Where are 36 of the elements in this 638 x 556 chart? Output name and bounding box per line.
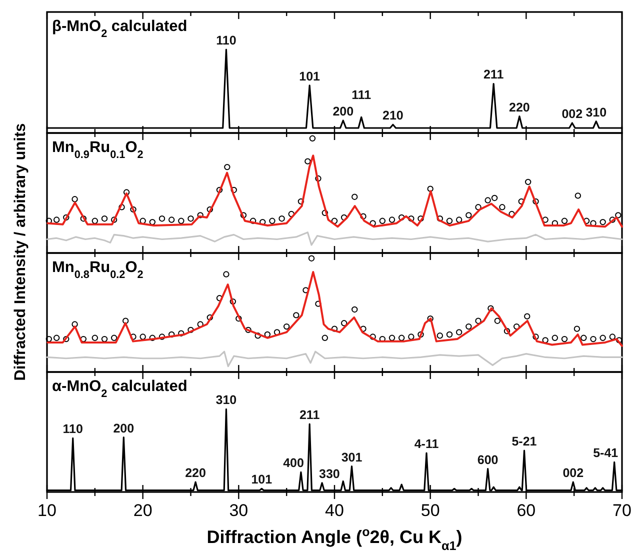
x-axis-title: Diffraction Angle ($^{o}$2θ, Cu K$_{α1}$): [206, 525, 462, 553]
annotation: 5-21: [512, 434, 537, 449]
annotation: 200: [113, 421, 134, 436]
annotation: 111: [352, 88, 372, 102]
x-tick-label: 10: [38, 501, 56, 520]
chart-title: Mn$_{0.8}$Ru$_{0.2}$O$_{2}$: [52, 259, 144, 281]
annotation: 220: [185, 466, 206, 480]
annotation: 301: [341, 450, 362, 464]
annotation: 330: [319, 466, 340, 481]
annotation: 101: [299, 69, 320, 84]
y-axis-title: Diffracted Intensity / arbitrary units: [12, 123, 29, 381]
x-tick-label: 30: [229, 501, 248, 520]
annotation: 211: [299, 408, 320, 422]
annotation: 110: [216, 34, 236, 48]
annotation: 211: [483, 68, 504, 82]
annotation: 310: [586, 105, 607, 120]
annotation: 210: [382, 108, 404, 123]
annotation: 220: [509, 100, 530, 114]
chart-title: α-MnO$_{2}$ calculated: [52, 378, 188, 400]
x-tick-label: 20: [133, 501, 152, 520]
annotation: 002: [562, 106, 583, 121]
annotation: 600: [477, 452, 498, 467]
annotation: 310: [216, 393, 237, 408]
x-tick-label: 40: [325, 501, 344, 520]
annotation: 101: [251, 472, 272, 487]
chart-title: Mn$_{0.9}$Ru$_{0.1}$O$_{2}$: [52, 139, 144, 161]
x-tick-label: 50: [420, 501, 440, 520]
chart-title: β-MnO$_{2}$ calculated: [52, 18, 188, 40]
annotation: 5-41: [593, 446, 618, 460]
annotation: 4-11: [414, 437, 439, 452]
annotation: 200: [332, 104, 354, 118]
annotation: 002: [562, 466, 584, 480]
annotation: 110: [62, 422, 84, 436]
annotation: 400: [283, 456, 304, 470]
x-tick-label: 70: [612, 501, 632, 520]
x-tick-label: 60: [516, 501, 536, 520]
